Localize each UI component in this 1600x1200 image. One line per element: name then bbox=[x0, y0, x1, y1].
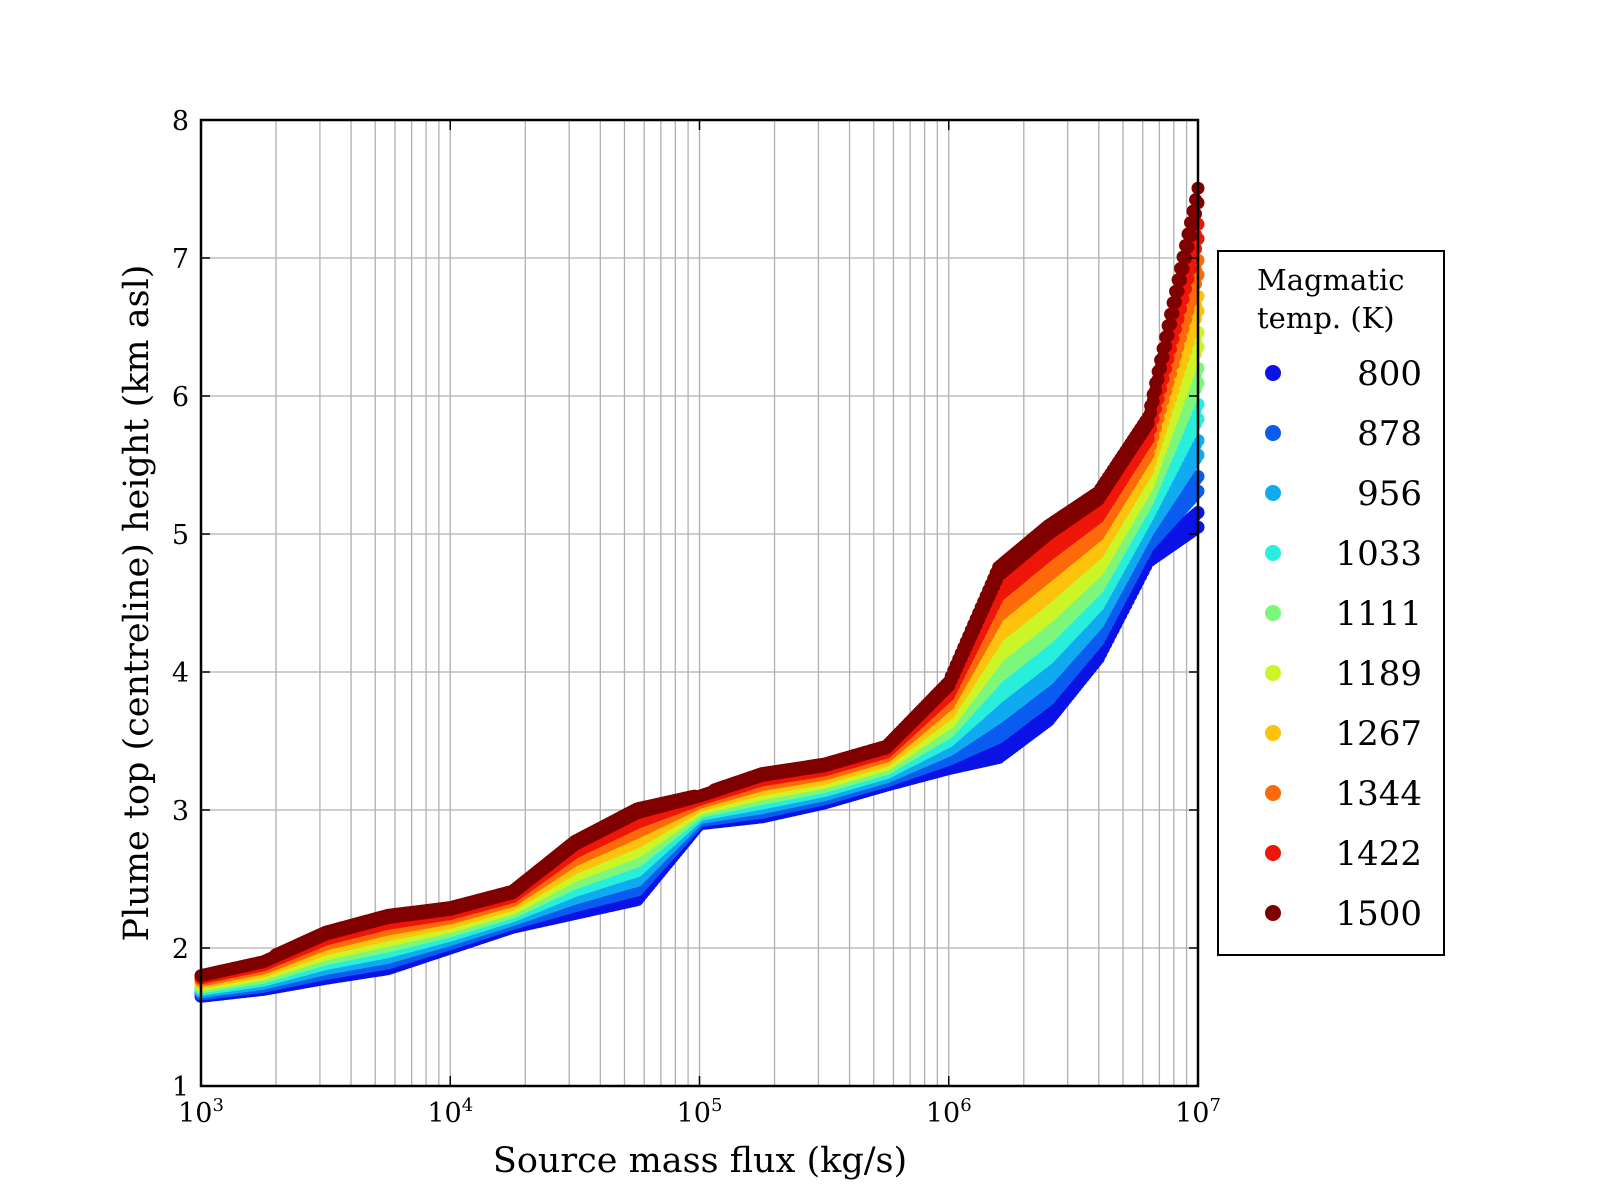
grid bbox=[201, 120, 1198, 1086]
scatter-points bbox=[194, 181, 1205, 1003]
